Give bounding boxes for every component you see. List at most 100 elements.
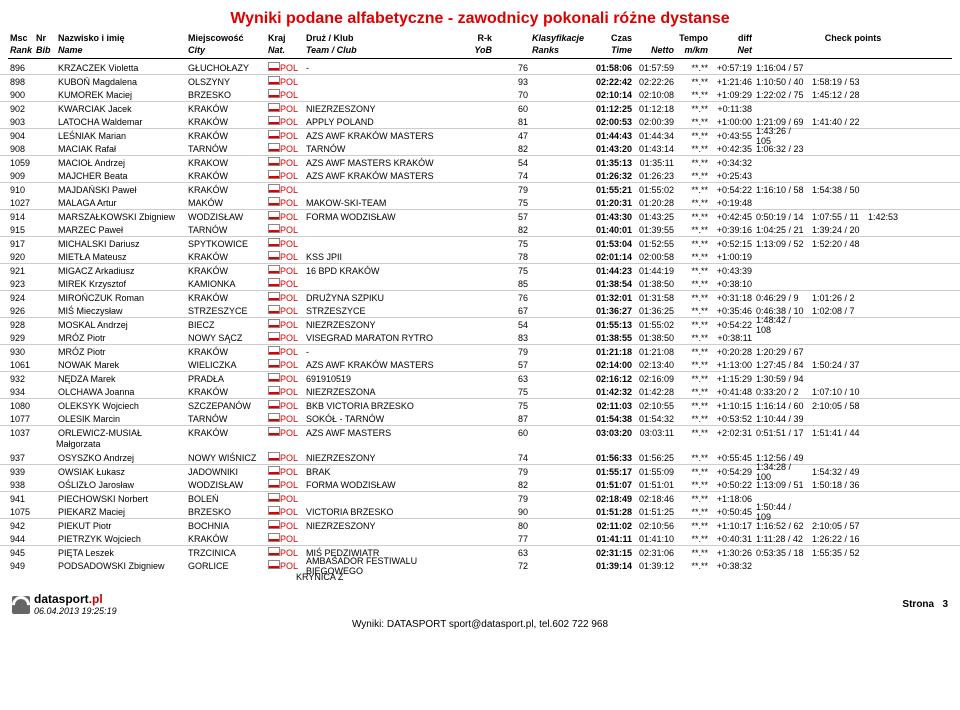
cell-chk3 <box>866 162 906 164</box>
flag-icon <box>266 223 278 236</box>
cell-nr <box>34 216 56 218</box>
cell-kraj: POL <box>278 386 304 398</box>
cell-netto: 02:00:39 <box>634 116 676 128</box>
flag-icon <box>266 546 278 559</box>
cell-rk <box>464 418 494 420</box>
cell-rk <box>464 378 494 380</box>
cell-rk <box>464 552 494 554</box>
cell-rk <box>464 216 494 218</box>
cell-nr <box>34 243 56 245</box>
cell-chk2 <box>810 256 866 258</box>
flag-icon <box>266 75 278 88</box>
hdr2-tempo: m/km <box>676 44 710 56</box>
cell-msc: 928 <box>8 319 34 331</box>
cell-msc: 909 <box>8 170 34 182</box>
cell-ranks <box>530 135 590 137</box>
cell-kraj: POL <box>278 493 304 505</box>
cell-netto: 02:10:56 <box>634 520 676 532</box>
cell-ranks <box>530 108 590 110</box>
cell-kraj: POL <box>278 251 304 263</box>
cell-nr <box>34 270 56 272</box>
cell-ranks <box>530 175 590 177</box>
cell-city: KRAKÓW <box>186 346 266 358</box>
cell-chk3 <box>866 283 906 285</box>
cell-tempo: **.** <box>676 332 710 344</box>
cell-chk3 <box>866 324 906 326</box>
cell-name: PIETRZYK Wojciech <box>56 533 186 545</box>
cell-tempo: **.** <box>676 493 710 505</box>
cell-name: MIETŁA Mateusz <box>56 251 186 263</box>
cell-team: AZS AWF KRAKÓW MASTERS <box>304 130 464 142</box>
cell-yob: 82 <box>494 224 530 236</box>
cell-ranks <box>530 81 590 83</box>
cell-chk3 <box>866 565 906 567</box>
cell-chk3 <box>866 121 906 123</box>
cell-chk3 <box>866 418 906 420</box>
cell-diff: +0:52:15 <box>710 238 754 250</box>
cell-name: PODSADOWSKI Zbigniew <box>56 560 186 572</box>
hdr2-flag <box>292 44 304 56</box>
hdr2-diff: Net <box>710 44 754 56</box>
cell-yob: 74 <box>494 452 530 464</box>
cell-tempo: **.** <box>676 466 710 478</box>
cell-diff: +1:00:19 <box>710 251 754 263</box>
flag-icon <box>266 318 278 331</box>
cell-team: NIEZRZESZONY <box>304 520 464 532</box>
cell-tempo: **.** <box>676 103 710 115</box>
cell-kraj: POL <box>278 238 304 250</box>
cell-nr <box>34 189 56 191</box>
cell-tempo: **.** <box>676 265 710 277</box>
cell-rk <box>464 310 494 312</box>
table-row: 945 PIĘTA Leszek TRZCINICA POL MIŚ PĘDZI… <box>0 545 960 559</box>
cell-city: TARNÓW <box>186 413 266 425</box>
table-row: 910 MAJDAŃSKI Paweł KRAKÓW POL 79 01:55:… <box>0 182 960 196</box>
cell-team: FORMA WODZISŁAW <box>304 211 464 223</box>
cell-name-cont: Małgorzata <box>0 439 960 451</box>
cell-netto: 01:42:28 <box>634 386 676 398</box>
cell-czas: 02:10:14 <box>590 89 634 101</box>
cell-msc: 942 <box>8 520 34 532</box>
cell-team: DRUŻYNA SZPIKU <box>304 292 464 304</box>
hdr-diff: diff <box>710 32 754 44</box>
cell-chk3 <box>866 391 906 393</box>
cell-team <box>304 94 464 96</box>
cell-czas: 02:01:14 <box>590 251 634 263</box>
header-divider <box>8 58 952 59</box>
cell-yob: 78 <box>494 251 530 263</box>
cell-name: MIREK Krzysztof <box>56 278 186 290</box>
cell-tempo: **.** <box>676 520 710 532</box>
cell-diff: +0:41:48 <box>710 386 754 398</box>
cell-city: BIECZ <box>186 319 266 331</box>
cell-chk1 <box>754 162 810 164</box>
cell-tempo: **.** <box>676 560 710 572</box>
cell-chk3 <box>866 351 906 353</box>
cell-tempo: **.** <box>676 224 710 236</box>
flag-icon <box>266 102 278 115</box>
cell-diff: +0:54:29 <box>710 466 754 478</box>
cell-chk1: 1:16:04 / 57 <box>754 62 810 74</box>
cell-tempo: **.** <box>676 170 710 182</box>
cell-name: MALAGA Artur <box>56 197 186 209</box>
cell-ranks <box>530 391 590 393</box>
cell-kraj: POL <box>278 506 304 518</box>
cell-yob: 57 <box>494 211 530 223</box>
table-body: 896 KRZACZEK Violetta GŁUCHOŁAZY POL - 7… <box>0 61 960 584</box>
cell-chk2 <box>810 270 866 272</box>
cell-nr <box>34 565 56 567</box>
cell-rk <box>464 81 494 83</box>
hdr-team: Druż / Klub <box>304 32 464 44</box>
cell-chk3 <box>866 337 906 339</box>
cell-netto: 02:18:46 <box>634 493 676 505</box>
cell-team <box>304 81 464 83</box>
cell-chk3 <box>866 484 906 486</box>
cell-chk2 <box>810 175 866 177</box>
flag-icon <box>266 451 278 464</box>
table-row: 914 MARSZAŁKOWSKI Zbigniew WODZISŁAW POL… <box>0 209 960 223</box>
cell-chk2: 2:10:05 / 57 <box>810 520 866 532</box>
cell-team: VICTORIA BRZESKO <box>304 506 464 518</box>
cell-msc: 934 <box>8 386 34 398</box>
cell-tempo: **.** <box>676 62 710 74</box>
cell-name: LATOCHA Waldemar <box>56 116 186 128</box>
cell-rk <box>464 471 494 473</box>
cell-netto: 01:21:08 <box>634 346 676 358</box>
